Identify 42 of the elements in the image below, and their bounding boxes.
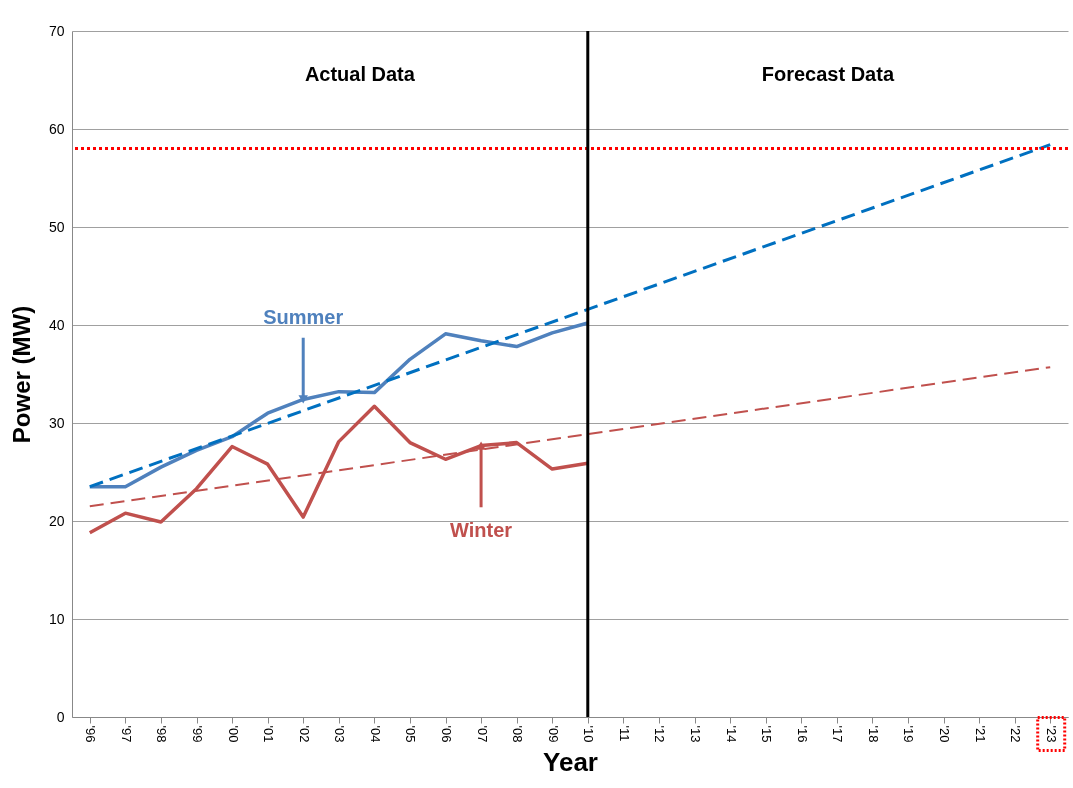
x-tick-label: '13 [688,725,703,743]
x-axis-title: Year [543,747,598,778]
y-tick-label: 40 [48,316,65,333]
annotation: Actual Data [304,63,416,85]
y-tick-label: 60 [48,120,65,137]
x-tick-label: '09 [545,725,561,743]
x-tick-label: '14 [723,725,739,743]
y-tick-label: 50 [48,218,65,235]
x-tick-label: '96 [83,725,99,743]
x-tick-label: '02 [296,725,312,743]
y-axis-title: Power (MW) [7,305,35,444]
x-tick-label: '00 [225,725,241,743]
x-tick-label: '10 [581,725,597,743]
x-tick-label: '11 [616,725,632,742]
x-tick-label: '18 [865,725,881,743]
x-tick-label: '04 [367,725,383,743]
x-tick-label: '05 [403,725,419,743]
annotation: Winter [450,519,513,542]
x-tick-label: '12 [652,725,668,743]
x-tick-label: '22 [1008,725,1024,743]
y-tick-label: 70 [48,22,65,39]
x-tick-label: '23 [1043,725,1059,743]
y-tick-label: 0 [56,708,65,725]
x-tick-label: '03 [332,725,348,743]
x-tick-label: '21 [972,725,988,743]
x-tick-label: '07 [474,725,490,743]
x-tick-label: '15 [759,725,775,743]
x-tick-label: '98 [154,725,170,743]
y-tick-label: 20 [48,512,65,529]
x-tick-label: '19 [901,725,917,743]
annotation: Summer [263,305,344,328]
x-tick-label: '99 [190,725,205,743]
x-tick-label: '01 [261,725,277,743]
annotation: Forecast Data [761,63,895,85]
x-tick-label: '08 [510,725,526,743]
x-tick-label: '20 [937,725,952,743]
x-tick-label: '06 [439,725,454,743]
x-tick-label: '97 [118,725,134,743]
y-tick-label: 10 [48,610,65,627]
x-tick-label: '16 [794,725,810,743]
x-tick-label: '17 [830,725,846,743]
y-tick-label: 30 [48,414,65,431]
